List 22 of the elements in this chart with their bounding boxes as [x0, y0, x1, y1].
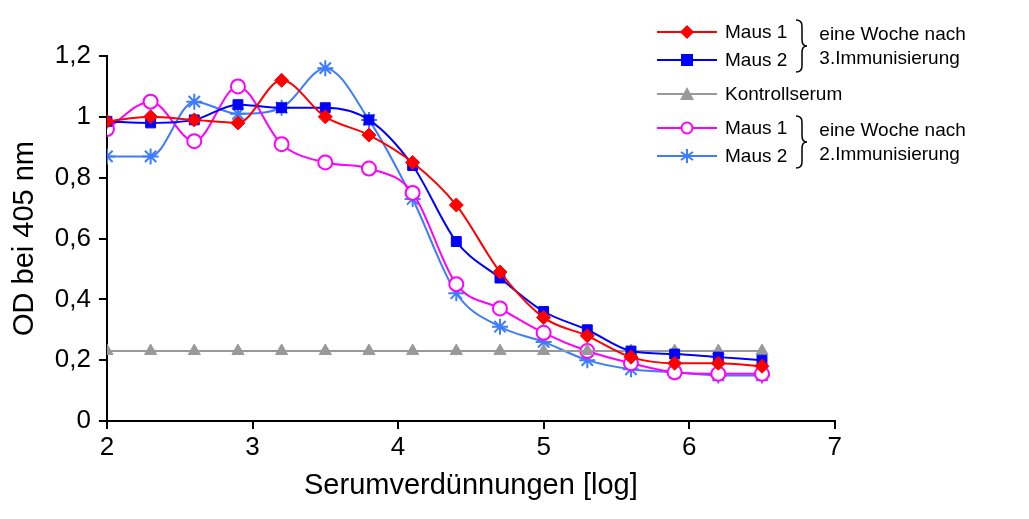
y-tick-label: 1,2	[54, 39, 91, 70]
y-tick-label: 0,2	[54, 343, 91, 374]
y-tick-label: 0,4	[54, 282, 91, 313]
x-tick-label: 4	[390, 430, 406, 461]
legend-label: Maus 1	[725, 21, 788, 43]
y-tick-label: 0	[76, 404, 91, 435]
x-tick-label: 7	[827, 430, 842, 461]
x-axis-title: Serumverdünnungen [log]	[303, 467, 638, 500]
legend-label: Maus 1	[725, 117, 788, 139]
annotation: eine Woche nach 3.Immunisierung	[819, 22, 967, 70]
legend-label: Maus 2	[725, 145, 788, 167]
annotation: eine Woche nach 2.Immunisierung	[819, 118, 967, 166]
x-tick-label: 5	[536, 430, 551, 461]
x-tick-label: 2	[99, 430, 115, 461]
y-tick-label: 1	[76, 100, 91, 131]
legend-label: Kontrollserum	[725, 83, 843, 105]
y-tick-label: 0,6	[54, 221, 91, 252]
legend-label: Maus 2	[725, 49, 788, 71]
x-tick-label: 3	[245, 430, 260, 461]
x-tick-label: 6	[681, 430, 697, 461]
y-tick-label: 0,8	[54, 160, 91, 191]
y-axis-title: OD bei 405 nm	[7, 140, 40, 337]
